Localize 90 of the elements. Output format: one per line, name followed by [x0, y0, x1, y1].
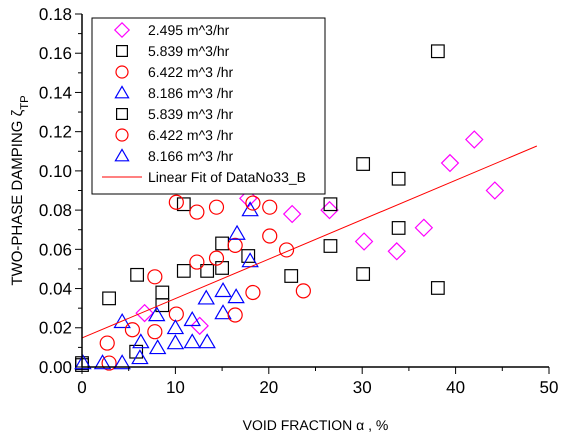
- point: [168, 306, 184, 322]
- x-tick-label: 50: [540, 378, 558, 397]
- point: [262, 200, 278, 215]
- point: [296, 283, 311, 299]
- point: [114, 314, 130, 328]
- point: [228, 288, 244, 304]
- point: [155, 298, 170, 312]
- y-tick-label: 0.00: [38, 358, 72, 377]
- point: [278, 242, 294, 258]
- point: [167, 320, 184, 334]
- point: [215, 261, 229, 275]
- point: [189, 204, 204, 220]
- x-tick-label: 30: [352, 378, 372, 397]
- point: [102, 291, 116, 306]
- point: [101, 355, 117, 371]
- point: [176, 197, 191, 212]
- point: [228, 225, 246, 240]
- point: [168, 194, 184, 210]
- point: [198, 334, 216, 348]
- legend-label: 2.495 m^3/hr: [148, 22, 230, 38]
- y-tick-label: 0.18: [38, 4, 72, 24]
- point: [228, 238, 243, 254]
- point: [214, 282, 232, 298]
- legend-label: 8.166 m^3 /hr: [148, 148, 234, 164]
- y-tick-label: 0.04: [38, 280, 72, 299]
- point: [284, 269, 298, 283]
- point: [245, 195, 261, 211]
- y-tick-label: 0.16: [38, 44, 72, 64]
- point: [147, 269, 162, 284]
- x-tick-label: 0: [77, 378, 87, 397]
- point: [184, 334, 201, 348]
- point: [130, 268, 144, 282]
- point: [100, 335, 115, 351]
- point: [414, 218, 433, 237]
- point: [198, 290, 215, 305]
- point: [392, 172, 406, 186]
- point: [486, 182, 504, 200]
- x-tick-label: 20: [259, 378, 278, 397]
- legend-label: 5.839 m^3 /hr: [148, 106, 234, 122]
- y-tick-label: 0.08: [38, 201, 72, 220]
- point: [147, 324, 162, 340]
- point: [324, 239, 338, 253]
- point: [356, 267, 370, 281]
- y-tick-label: 0.06: [38, 240, 72, 260]
- point: [114, 354, 130, 370]
- point: [245, 284, 261, 300]
- legend-label: 5.839 m^3/hr: [148, 42, 230, 59]
- point: [136, 304, 154, 322]
- y-tick-label: 0.14: [38, 83, 72, 102]
- point: [176, 264, 191, 278]
- point: [356, 157, 370, 171]
- point: [208, 250, 224, 266]
- x-tick-label: 40: [446, 378, 466, 397]
- point: [167, 334, 184, 350]
- point: [148, 306, 166, 322]
- point: [215, 236, 229, 250]
- point: [94, 354, 111, 370]
- point: [132, 350, 148, 364]
- point: [283, 205, 302, 224]
- point: [388, 242, 406, 260]
- legend-label: 6.422 m^3 /hr: [148, 64, 234, 80]
- point: [262, 228, 278, 244]
- legend-label: 8.186 m^3 /hr: [148, 84, 234, 101]
- point: [320, 201, 339, 220]
- point: [214, 304, 232, 320]
- y-tick-label: 0.02: [38, 318, 72, 338]
- point: [465, 130, 484, 149]
- point: [124, 322, 140, 338]
- point: [190, 316, 209, 335]
- x-axis-title: VOID FRACTION α , %: [242, 417, 388, 433]
- y-tick-label: 0.10: [38, 162, 72, 181]
- point: [355, 232, 374, 250]
- point: [189, 254, 204, 270]
- point: [228, 307, 243, 323]
- y-tick-label: 0.12: [38, 122, 72, 142]
- legend-label: 6.422 m^3 /hr: [148, 126, 234, 143]
- point: [208, 200, 224, 215]
- point: [132, 334, 150, 348]
- point: [392, 221, 406, 235]
- point: [155, 286, 170, 300]
- point: [430, 281, 445, 295]
- point: [430, 44, 445, 58]
- point: [242, 252, 258, 268]
- legend-label: Linear Fit of DataNo33_B: [148, 168, 306, 185]
- x-tick-label: 10: [166, 378, 185, 397]
- point: [200, 264, 214, 278]
- point: [149, 340, 166, 354]
- point: [440, 154, 459, 172]
- point: [242, 202, 258, 216]
- point: [184, 312, 201, 326]
